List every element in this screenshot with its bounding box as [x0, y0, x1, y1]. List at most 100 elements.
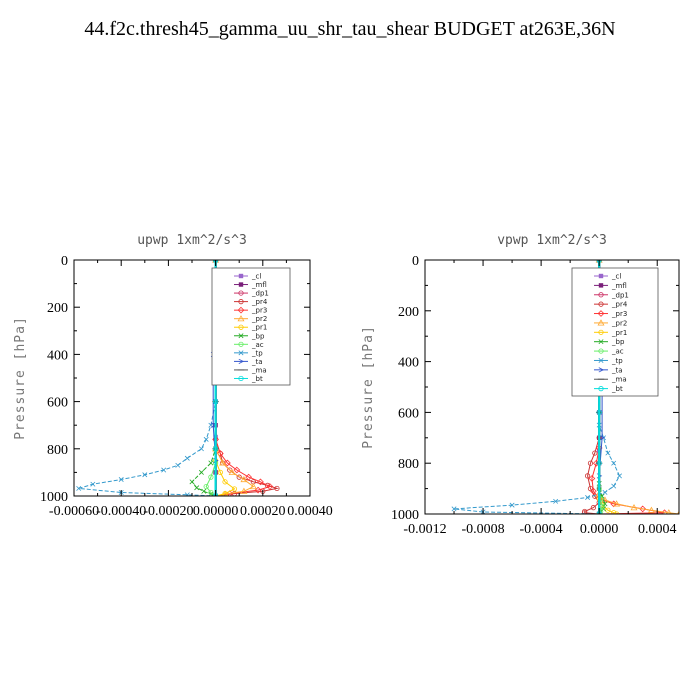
data-point-tp [553, 498, 559, 504]
data-point-pr2 [666, 509, 672, 514]
series-line-tp [453, 260, 621, 514]
series-line-pr4 [584, 260, 600, 514]
data-point-ac [203, 483, 209, 490]
data-point-tp [611, 460, 617, 466]
legend-marker [598, 292, 604, 298]
data-point-pr1 [222, 479, 228, 485]
y-tick-label: 600 [398, 406, 419, 421]
legend-marker [598, 367, 605, 373]
legend-marker [238, 299, 244, 305]
data-point-tp [175, 462, 181, 468]
data-point-bp [201, 488, 207, 494]
data-point-pr4 [274, 485, 280, 492]
x-tick-label: -0.0008 [461, 522, 504, 537]
legend-entry: _tp [251, 349, 263, 357]
data-point-pr3 [639, 505, 647, 513]
y-tick-label: 400 [47, 348, 68, 363]
data-point-bt [596, 409, 602, 415]
legend-box [211, 267, 291, 386]
data-point-bp [189, 479, 195, 485]
legend-entry: _ta [611, 366, 623, 374]
legend-marker [238, 350, 244, 356]
x-tick-label: 0.00040 [287, 504, 333, 519]
data-point-pr4 [587, 460, 594, 466]
data-point-tp [605, 450, 611, 456]
chart-panel-2: vpwp 1xm^2/s^3 Pressure [hPa] 0 200 400 600 80… [361, 233, 680, 537]
y-axis-label: Pressure [hPa] [361, 325, 376, 449]
legend-marker [598, 329, 604, 335]
data-point-ta [599, 435, 606, 441]
y-tick-label: 200 [47, 301, 68, 316]
data-point-pr3 [233, 466, 241, 474]
legend-entry: _pr3 [611, 310, 627, 318]
y-tick-label: 0 [61, 254, 68, 269]
legend-marker [237, 306, 245, 314]
data-point-pr1 [605, 507, 611, 513]
data-point-pr2 [228, 468, 236, 475]
data-point-bp [194, 485, 200, 491]
legend-entry: _ac [251, 341, 264, 349]
legend-marker [238, 290, 244, 296]
legend-marker [237, 315, 245, 322]
legend: _cl_mfl_dp1_pr4_pr3_pr2_pr1_bp_ac_tp_ta_… [211, 267, 291, 386]
legend-entry: _ac [611, 348, 624, 356]
legend-entry: _dp1 [251, 290, 269, 298]
data-point-ac [208, 474, 214, 480]
data-point-pr4 [592, 450, 598, 456]
legend-entry: _pr2 [251, 315, 267, 323]
data-point-pr2 [219, 459, 227, 466]
data-point-tp [90, 481, 96, 487]
legend-entry: _pr3 [251, 307, 267, 315]
data-point-pr3 [254, 486, 262, 494]
data-point-tp [611, 483, 617, 489]
data-point-ac [208, 489, 214, 496]
legend-entry: _ma [251, 366, 267, 374]
legend-marker [238, 282, 244, 287]
data-point-tp [509, 502, 515, 508]
legend-marker [238, 333, 244, 339]
x-tick-label: -0.00020 [143, 504, 193, 519]
legend-marker [238, 341, 244, 347]
legend-marker [598, 357, 604, 363]
data-point-bt [213, 446, 219, 452]
legend-marker [598, 273, 604, 279]
x-tick-label: 0.0000 [580, 522, 619, 537]
data-point-pr2 [240, 475, 248, 483]
panel-title: vpwp 1xm^2/s^3 [497, 233, 607, 248]
data-point-tp [76, 485, 82, 491]
y-tick-label: 1000 [40, 490, 68, 505]
data-point-tp [161, 467, 167, 473]
legend-marker [597, 319, 605, 326]
legend-entry: _tp [611, 357, 623, 365]
data-point-pr3 [266, 483, 274, 490]
data-point-bp [602, 501, 608, 507]
legend-marker [238, 273, 244, 279]
series-line-tp [78, 260, 217, 496]
chart-panel-1: upwp 1xm^2/s^3 Pressure [hPa] 0 200 400 600 80… [13, 233, 333, 519]
x-tick-label: 0.00000 [193, 504, 239, 519]
y-axis-label: Pressure [hPa] [13, 316, 28, 440]
data-point-pr1 [231, 486, 238, 492]
x-tick-label: -0.0004 [520, 522, 563, 537]
y-tick-label: 800 [398, 457, 419, 472]
legend-entry: _bp [251, 332, 265, 340]
data-point-pr3 [245, 473, 253, 481]
data-point-pr2 [613, 500, 621, 507]
data-point-tp [585, 495, 591, 500]
legend-entry: _bt [611, 385, 623, 393]
data-point-tp [118, 476, 124, 482]
legend-entry: _pr4 [611, 301, 628, 309]
legend-entry: _mfl [251, 281, 267, 289]
legend-entry: _mfl [611, 282, 627, 290]
y-tick-label: 0 [412, 254, 419, 269]
data-point-pr4 [590, 505, 596, 511]
data-point-tp [142, 472, 148, 478]
y-tick-label: 200 [398, 305, 419, 320]
legend-entry: _bp [611, 338, 625, 346]
series-line-pr2 [215, 260, 255, 496]
data-point-pr3 [216, 450, 224, 457]
legend-entry: _pr1 [611, 329, 627, 337]
y-tick-label: 1000 [391, 508, 419, 523]
legend-marker [598, 386, 604, 392]
